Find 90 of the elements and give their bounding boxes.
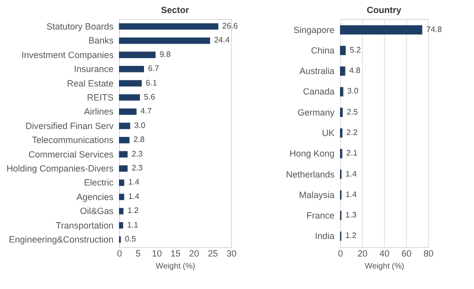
y-tick-label: REITS [86, 92, 114, 102]
bar [340, 66, 346, 76]
bar [340, 108, 343, 118]
y-tick-label: France [306, 210, 334, 221]
data-label: 2.1 [346, 148, 358, 158]
bar [119, 122, 130, 130]
data-label: 2.8 [133, 135, 146, 144]
y-tick-label: Airlines [84, 106, 114, 117]
data-label: 0.5 [124, 234, 137, 244]
x-tick-label: 0 [116, 248, 122, 258]
y-tick-label: Diversified Finan Serv [25, 120, 114, 131]
data-label: 2.3 [132, 164, 144, 173]
data-label: 5.2 [350, 45, 362, 54]
data-label: 5.6 [144, 92, 156, 102]
data-label: 1.2 [127, 206, 140, 216]
bar [119, 66, 144, 72]
bar [119, 136, 130, 144]
bar [340, 46, 346, 56]
data-label: 26.6 [222, 21, 238, 30]
y-tick-label: Transportation [56, 220, 114, 230]
data-label: 4.8 [349, 66, 361, 76]
bar [119, 180, 124, 186]
y-tick-label: Insurance [74, 64, 114, 74]
y-tick-label: China [310, 45, 334, 56]
y-tick-label: Malaysia [298, 190, 334, 200]
y-tick-label: Real Estate [66, 78, 114, 88]
x-tick-label: 20 [189, 248, 200, 258]
x-tick-label: 10 [152, 248, 162, 258]
bar [119, 208, 124, 214]
x-tick-label: 25 [208, 248, 218, 258]
y-tick-label: Banks [88, 36, 114, 46]
y-tick-label: Singapore [293, 24, 334, 35]
data-label: 1.4 [128, 178, 140, 187]
y-tick-label: UK [322, 128, 334, 138]
bar [119, 222, 124, 229]
bar [119, 37, 210, 44]
y-tick-label: India [314, 231, 334, 242]
data-label: 6.1 [146, 78, 158, 88]
data-label: 1.4 [346, 190, 358, 199]
y-tick-label: Netherlands [286, 169, 335, 180]
x-tick-label: 80 [423, 248, 434, 258]
x-tick-label: 40 [379, 248, 390, 258]
data-label: 3.0 [347, 86, 359, 96]
data-label: 1.3 [345, 210, 358, 220]
y-tick-label: Engineering&Construction [8, 234, 114, 245]
chart-title: Sector [160, 5, 190, 15]
bar [119, 94, 140, 101]
y-tick-label: Telecommunications [32, 135, 114, 146]
y-tick-label: Canada [302, 86, 334, 97]
x-tick-label: 0 [338, 248, 344, 258]
bar [119, 23, 218, 30]
x-tick-label: 20 [357, 248, 368, 258]
data-label: 1.1 [127, 220, 139, 230]
data-label: 1.2 [345, 231, 357, 240]
x-tick-label: 15 [170, 248, 181, 258]
chart-title: Country [366, 5, 402, 15]
data-label: 3.0 [134, 120, 146, 130]
data-label: 9.8 [160, 50, 172, 59]
bar [119, 80, 142, 86]
x-tick-label: 5 [136, 248, 141, 258]
bar [119, 108, 137, 115]
y-tick-label: Electric [84, 178, 114, 188]
bar [119, 194, 124, 200]
bar [119, 165, 128, 172]
data-label: 2.5 [346, 107, 358, 116]
data-label: 1.4 [346, 169, 358, 178]
data-label: 6.7 [148, 64, 160, 74]
data-label: 74.8 [426, 24, 442, 34]
bar [119, 52, 156, 58]
data-label: 1.4 [128, 192, 140, 201]
y-tick-label: Commercial Services [28, 149, 114, 160]
y-tick-label: Agencies [76, 192, 114, 202]
x-axis-title: Weight (%) [364, 262, 405, 270]
y-tick-label: Investment Companies [21, 50, 114, 60]
x-tick-label: 60 [401, 248, 412, 258]
data-label: 4.7 [140, 106, 152, 116]
bar [119, 151, 128, 158]
y-tick-label: Holding Companies-Divers [6, 164, 114, 174]
y-tick-label: Statutory Boards [46, 21, 114, 32]
data-label: 2.2 [346, 128, 358, 137]
bar [340, 25, 422, 34]
x-axis-title: Weight (%) [156, 262, 196, 270]
y-tick-label: Hong Kong [289, 148, 334, 159]
data-label: 24.4 [214, 36, 230, 45]
x-tick-label: 30 [226, 248, 237, 258]
y-tick-label: Germany [297, 107, 335, 118]
data-label: 2.3 [132, 149, 144, 158]
y-tick-label: Australia [299, 66, 334, 76]
bar [340, 87, 344, 96]
y-tick-label: Oil&Gas [80, 206, 114, 216]
